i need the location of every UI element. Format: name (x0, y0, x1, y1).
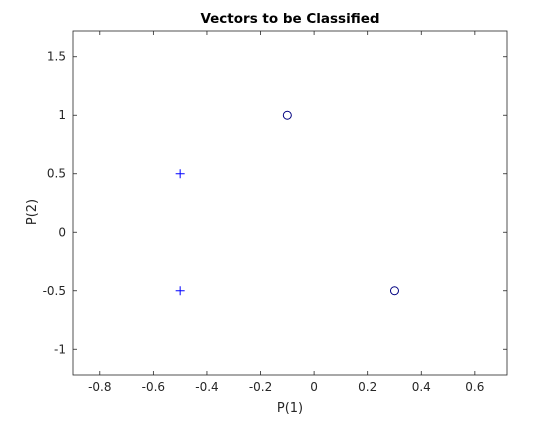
x-tick-label: -0.8 (88, 380, 111, 394)
x-tick-label: -0.2 (249, 380, 272, 394)
x-tick-label: -0.6 (142, 380, 165, 394)
plot-area-frame (72, 30, 508, 376)
y-tick-label: 0 (58, 225, 66, 239)
circle-marker-point (389, 286, 399, 296)
y-tick-label: 1 (58, 108, 66, 122)
data-points (175, 110, 399, 296)
ticks: -0.8 -0.6 -0.4 -0.2 0 0.2 0.4 0.6 -1 -0.5 0 0.5 1 1.5 (43, 31, 507, 394)
y-axis-label: P(2) (25, 199, 40, 225)
y-tick-label: -0.5 (43, 284, 66, 298)
x-tick-label: 0.4 (412, 380, 431, 394)
axes (72, 30, 508, 376)
x-axis-label: P(1) (277, 401, 303, 416)
x-tick-label: -0.4 (195, 380, 218, 394)
chart-title: Vectors to be Classified (200, 11, 379, 27)
y-tick-label: -1 (54, 342, 66, 356)
plus-marker-point (175, 286, 185, 296)
x-tick-label: 0.2 (358, 380, 377, 394)
circle-marker-point (282, 110, 292, 120)
x-tick-label: 0 (310, 380, 318, 394)
x-tick-label: 0.6 (465, 380, 484, 394)
y-tick-label: 1.5 (47, 50, 66, 64)
plus-marker-point (175, 169, 185, 179)
y-tick-label: 0.5 (47, 167, 66, 181)
